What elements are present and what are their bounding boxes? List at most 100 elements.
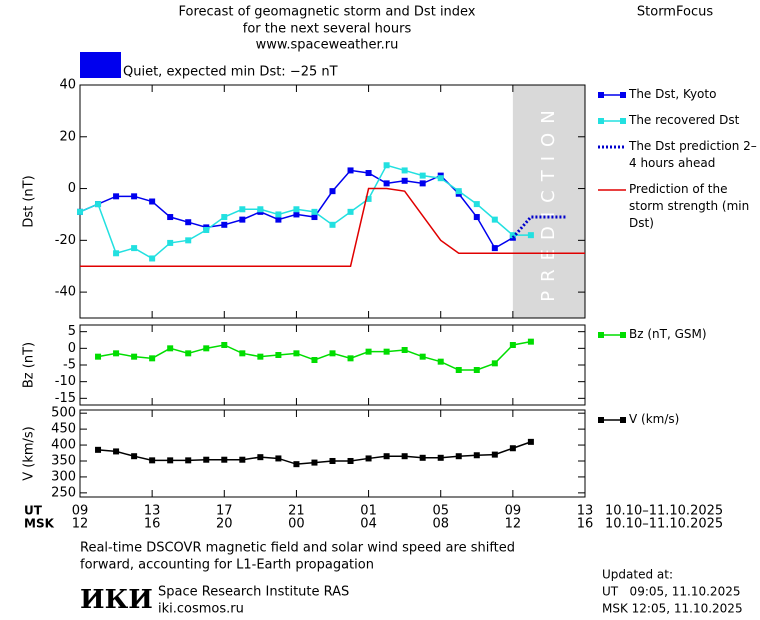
x-range: 10.10–11.10.2025 [605,517,723,532]
x-tick-label: 12 [505,517,522,532]
y-tick-label: -20 [55,233,76,248]
logo: ИКИ [80,585,153,615]
y-tick-label: -15 [55,391,76,406]
updated-label: Updated at: [602,568,673,582]
data-point [131,353,138,360]
legend-marker [620,92,626,98]
x-tick-label: 13 [144,504,161,519]
data-point [455,367,462,373]
x-tick-label: 20 [216,517,233,532]
data-point [167,239,174,246]
data-point [185,350,192,357]
data-point [203,456,210,463]
legend: V (km/s) [597,411,757,437]
x-tick-label: 16 [144,517,161,532]
data-point [509,232,516,239]
data-point [419,172,426,179]
data-point [293,350,300,357]
y-tick-label: 350 [51,453,76,468]
data-point [257,454,264,461]
title-line: Forecast of geomagnetic storm and Dst in… [178,5,475,20]
data-point [293,206,300,213]
y-tick-label: 5 [68,324,76,339]
data-point [527,338,534,345]
note-line: forward, accounting for L1-Earth propaga… [80,558,374,573]
updated-msk: MSK 12:05, 11.10.2025 [602,602,743,616]
data-point [257,206,264,213]
data-point [149,457,156,464]
y-tick-label: -10 [55,374,76,389]
data-point [203,345,210,352]
x-tick-label: 00 [288,517,305,532]
prediction-region [512,85,585,318]
x-tick-label: 05 [432,504,449,519]
data-point [221,456,228,463]
data-point [275,455,282,462]
data-point [221,342,228,348]
data-point [491,216,498,223]
data-point [455,188,462,195]
x-axis-row-label: UT [24,504,43,518]
y-tick-label: 40 [59,78,76,93]
data-point [149,255,156,262]
data-point [77,208,83,215]
data-point [185,219,192,226]
data-point [95,353,102,360]
note-line: Real-time DSCOVR magnetic field and sola… [80,541,515,556]
data-point [527,232,534,239]
data-point [491,360,498,367]
data-point [311,459,318,466]
data-point [239,206,246,213]
legend-item: Prediction of the storm strength (min Ds… [597,181,757,232]
data-point [113,250,120,257]
data-point [527,438,534,445]
data-point [365,170,372,177]
x-tick-label: 09 [505,504,522,519]
data-point [347,457,354,464]
x-axis-row-label: MSK [24,517,55,531]
title-line: www.spaceweather.ru [256,38,399,53]
legend-item: Bz (nT, GSM) [597,326,757,343]
data-point [311,214,318,221]
data-point [293,211,300,218]
legend-item: The Dst, Kyoto [597,86,757,103]
legend-marker [598,92,604,98]
plot-frame [79,324,586,406]
data-point [419,180,426,187]
data-point [383,348,390,355]
x-tick-label: 09 [72,504,89,519]
data-point [275,211,282,218]
x-tick-label: 12 [72,517,89,532]
data-point [185,457,192,464]
x-tick-label: 21 [288,504,305,519]
data-point [167,214,174,221]
site: iki.cosmos.ru [158,602,244,617]
data-point [491,451,498,458]
data-point [311,208,318,215]
data-point [185,237,192,244]
data-point [473,201,480,208]
y-axis-label: Dst (nT) [22,175,37,227]
y-tick-label: 400 [51,438,76,453]
y-tick-label: 0 [68,341,76,356]
status-swatch [80,52,121,78]
x-tick-label: 04 [360,517,377,532]
y-tick-label: -40 [55,285,76,300]
legend-item: The recovered Dst [597,112,757,129]
legend-marker [598,417,604,423]
data-point [275,352,282,358]
y-tick-label: 20 [59,129,76,144]
data-point [365,195,372,202]
updated-ut: UT 09:05, 11.10.2025 [602,585,740,599]
data-point [167,457,174,464]
data-point [437,358,444,365]
x-tick-label: 01 [360,504,377,519]
y-axis-label: Bz (nT) [22,342,37,388]
data-point [149,355,156,362]
prediction-label: PREDICTION [538,101,559,301]
data-point [473,452,480,459]
plot-frame [79,84,586,319]
data-point [329,350,336,357]
y-axis-label: V (km/s) [22,426,37,481]
